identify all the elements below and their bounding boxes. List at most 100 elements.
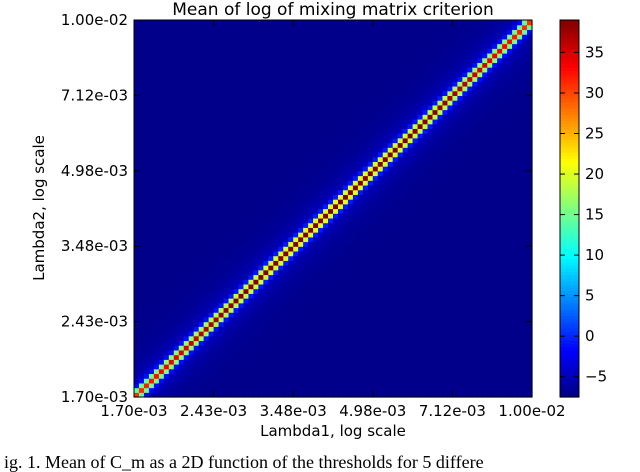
heatmap-cell (193, 316, 200, 323)
heatmap-cell (148, 236, 155, 243)
heatmap-cell (293, 382, 299, 389)
heatmap-cell (288, 71, 294, 78)
heatmap-cell (417, 382, 424, 389)
heatmap-cell (298, 321, 304, 327)
heatmap-cell (298, 208, 304, 214)
heatmap-cell (313, 62, 319, 68)
heatmap-cell (422, 255, 429, 261)
heatmap-cell (218, 260, 225, 266)
heatmap-cell (417, 156, 424, 162)
heatmap-cell (337, 189, 344, 195)
heatmap-cell (238, 71, 245, 78)
heatmap-cell (218, 189, 225, 195)
heatmap-cell (318, 349, 324, 356)
heatmap-cell (367, 382, 374, 389)
heatmap-cell (367, 208, 374, 214)
heatmap-cell (412, 283, 419, 290)
heatmap-cell (357, 213, 364, 219)
heatmap-cell (158, 387, 165, 393)
heatmap-cell (213, 250, 220, 257)
heatmap-cell (323, 265, 329, 271)
heatmap-cell (377, 378, 384, 384)
heatmap-cell (173, 316, 180, 323)
heatmap-cell (377, 109, 384, 115)
heatmap-cell (248, 265, 254, 271)
heatmap-cell (213, 118, 220, 125)
heatmap-cell (308, 246, 314, 252)
heatmap-cell (213, 326, 220, 332)
heatmap-cell (188, 232, 195, 238)
heatmap-cell (134, 340, 140, 346)
heatmap-cell (134, 57, 140, 64)
heatmap-cell (427, 302, 434, 309)
heatmap-cell (392, 222, 399, 228)
heatmap-cell (188, 71, 195, 78)
heatmap-cell (313, 114, 319, 120)
heatmap-cell (298, 95, 304, 101)
heatmap-cell (422, 312, 429, 318)
heatmap-cell (238, 161, 245, 167)
heatmap-cell (273, 274, 279, 280)
heatmap-cell (357, 288, 364, 294)
heatmap-cell (333, 137, 339, 144)
heatmap-cell (183, 90, 190, 96)
heatmap-cell (173, 161, 180, 167)
heatmap-cell (193, 227, 200, 233)
heatmap-cell (308, 62, 314, 68)
heatmap-cell (333, 62, 339, 68)
heatmap-cell (407, 260, 414, 266)
heatmap-cell (218, 382, 225, 389)
heatmap-cell (238, 359, 245, 365)
heatmap-cell (153, 236, 160, 243)
heatmap-cell (168, 90, 175, 96)
heatmap-cell (318, 340, 324, 346)
heatmap-cell (342, 133, 349, 139)
heatmap-cell (218, 194, 225, 200)
heatmap-cell (432, 274, 439, 280)
heatmap-cell (352, 312, 359, 318)
heatmap-cell (173, 81, 180, 87)
heatmap-cell (238, 312, 245, 318)
heatmap-cell (337, 279, 344, 285)
heatmap-cell (218, 279, 225, 285)
heatmap-cell (392, 137, 399, 144)
heatmap-cell (432, 81, 439, 87)
heatmap-cell (442, 326, 449, 332)
heatmap-cell (432, 345, 439, 351)
heatmap-cell (158, 335, 165, 342)
heatmap-cell (253, 222, 259, 228)
heatmap-cell (293, 170, 299, 177)
heatmap-cell (173, 345, 180, 351)
heatmap-cell (367, 184, 374, 191)
heatmap-cell (253, 368, 259, 375)
heatmap-cell (288, 331, 294, 337)
heatmap-cell (308, 81, 314, 87)
heatmap-cell (392, 194, 399, 200)
heatmap-cell (273, 133, 279, 139)
heatmap-cell (427, 109, 434, 115)
heatmap-cell (422, 24, 429, 31)
heatmap-cell (208, 349, 215, 356)
heatmap-cell (437, 67, 444, 73)
heatmap-cell (437, 316, 444, 323)
heatmap-cell (303, 34, 309, 40)
heatmap-cell (357, 354, 364, 360)
heatmap-cell (337, 166, 344, 172)
heatmap-cell (253, 128, 259, 134)
heatmap-cell (402, 85, 409, 92)
heatmap-cell (412, 118, 419, 125)
heatmap-cell (278, 392, 284, 398)
heatmap-cell (178, 34, 185, 40)
heatmap-cell (427, 392, 434, 398)
heatmap-cell (273, 123, 279, 129)
heatmap-cell (153, 118, 160, 125)
heatmap-cell (392, 175, 399, 181)
heatmap-cell (367, 123, 374, 129)
heatmap-cell (263, 48, 269, 54)
heatmap-cell (163, 100, 170, 106)
heatmap-cell (328, 373, 334, 379)
heatmap-cell (308, 175, 314, 181)
heatmap-cell (233, 260, 240, 266)
heatmap-cell (148, 95, 155, 101)
heatmap-cell (178, 279, 185, 285)
